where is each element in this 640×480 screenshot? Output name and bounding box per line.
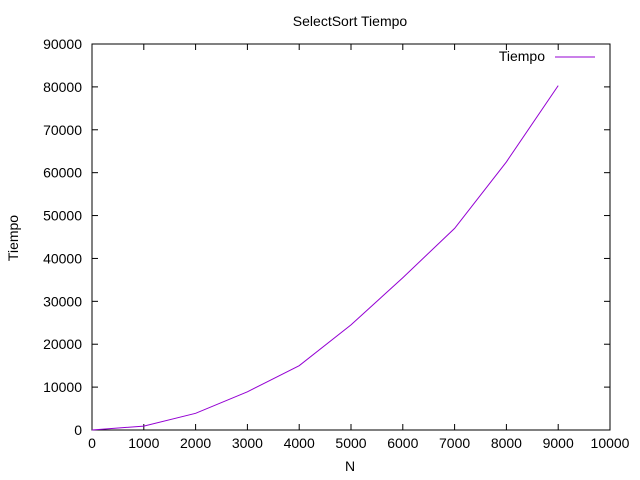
legend: Tiempo — [499, 48, 595, 64]
chart-title: SelectSort Tiempo — [293, 13, 408, 29]
y-tick-label: 60000 — [43, 165, 82, 181]
y-tick-label: 30000 — [43, 293, 82, 309]
series-line-0 — [91, 85, 559, 431]
y-tick-label: 0 — [74, 422, 82, 438]
y-tick-label: 80000 — [43, 79, 82, 95]
y-tick-labels: 0 10000 20000 30000 40000 50000 60000 70000 8000… — [43, 36, 82, 438]
x-tick-label: 8000 — [491, 435, 522, 451]
y-tick-label: 70000 — [43, 122, 82, 138]
x-tick-label: 1000 — [128, 435, 159, 451]
legend-label: Tiempo — [499, 48, 545, 64]
x-tick-label: 5000 — [335, 435, 366, 451]
x-tick-label: 4000 — [284, 435, 315, 451]
x-tick-label: 9000 — [543, 435, 574, 451]
y-tick-label: 20000 — [43, 336, 82, 352]
x-tick-label: 3000 — [232, 435, 263, 451]
y-axis-label: Tiempo — [5, 215, 21, 261]
x-tick-label: 7000 — [439, 435, 470, 451]
series-layer — [91, 85, 559, 431]
y-tick-label: 40000 — [43, 250, 82, 266]
x-tick-labels: 0 1000 2000 3000 4000 5000 6000 7000 8000 9000 100… — [88, 435, 630, 451]
axis-ticks — [91, 43, 611, 431]
y-tick-label: 10000 — [43, 379, 82, 395]
x-axis-label: N — [345, 458, 355, 474]
x-tick-label: 10000 — [591, 435, 630, 451]
y-tick-label: 50000 — [43, 208, 82, 224]
y-tick-label: 90000 — [43, 36, 82, 52]
x-tick-label: 6000 — [387, 435, 418, 451]
x-tick-label: 0 — [88, 435, 96, 451]
x-tick-label: 2000 — [180, 435, 211, 451]
plot-frame — [91, 43, 611, 431]
